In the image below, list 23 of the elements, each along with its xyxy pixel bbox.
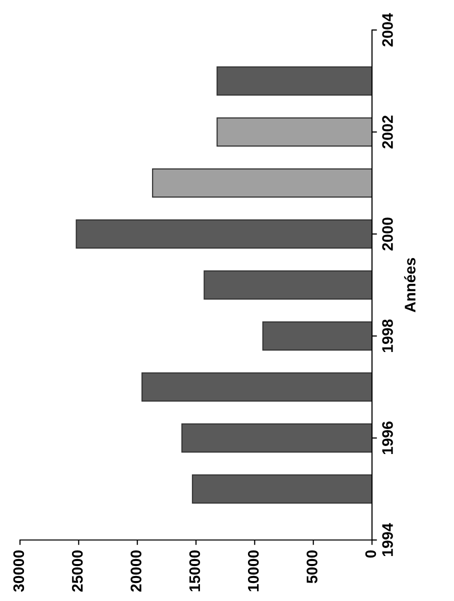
y-axis-title: Années [404,258,416,312]
bar [152,168,372,198]
y-tick-label: 2000 [382,218,393,250]
x-tick-label: 15000 [189,550,200,592]
x-tick-label: 30000 [13,550,24,592]
x-tick-label: 20000 [130,550,142,592]
y-tick-label: 1994 [382,523,393,556]
x-tick-label: 0 [365,550,376,558]
bar [216,117,372,147]
bar [141,372,372,402]
bar [216,66,372,96]
y-tick-label: 2002 [382,116,393,148]
bar [192,474,372,504]
bar [181,423,372,453]
x-tick-label: 25000 [72,550,83,592]
bar [76,219,372,249]
bar [204,270,372,300]
y-tick-label: 2004 [382,13,393,46]
y-tick-label: 1996 [382,422,393,454]
x-tick-label: 10000 [248,550,259,592]
bar [262,321,372,351]
x-tick-label: 5000 [306,550,318,584]
y-tick-label: 1998 [382,319,393,352]
